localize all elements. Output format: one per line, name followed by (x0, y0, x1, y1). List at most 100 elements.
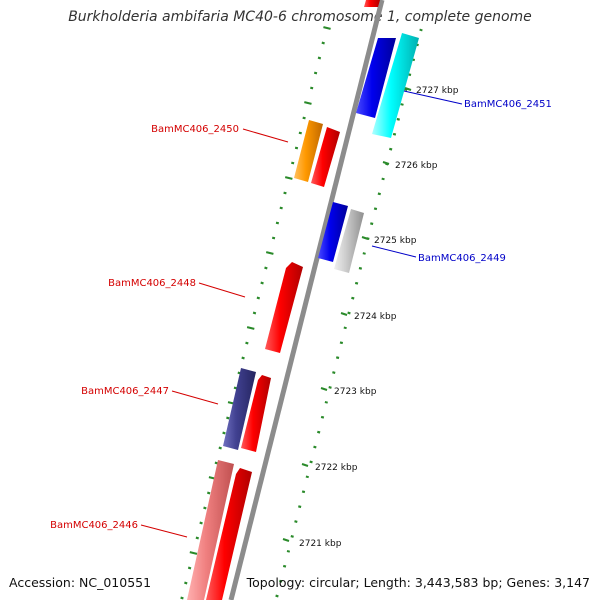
label-connectors (140, 90, 463, 538)
outer-tick (271, 236, 276, 240)
scale-label-2725: 2725 kbp (374, 236, 417, 246)
outer-tick (279, 206, 283, 210)
inner-tick (419, 28, 423, 32)
gene-top-partial (364, 0, 380, 7)
inner-tick (301, 490, 306, 494)
inner-tick (320, 415, 325, 419)
topology-text: Topology: circular; Length: 3,443,583 bp… (246, 575, 590, 590)
gene-bammc406-2449-grey (334, 209, 364, 273)
inner-tick (389, 147, 393, 151)
outer-tick (294, 146, 299, 150)
gene-bammc406-2450-red (311, 127, 340, 187)
scale-tick-2723 (320, 387, 328, 391)
gene-bammc406-2451-cyan (372, 33, 419, 138)
inner-tick (298, 505, 302, 509)
outer-tick (252, 311, 257, 315)
scale-tick-2721 (282, 538, 290, 542)
inner-tick (339, 341, 344, 345)
gene-label-2448: BamMC406_2448 (108, 278, 196, 289)
connector-2446 (140, 524, 188, 538)
connector-2450 (242, 128, 289, 143)
outer-tick (317, 56, 322, 60)
outer-tick (203, 506, 207, 510)
gene-bammc406-2449-blue (318, 202, 348, 262)
gene-bammc406-2447-red (241, 375, 271, 452)
scale-label-2726: 2726 kbp (395, 161, 438, 171)
outer-tick (245, 341, 249, 345)
scale-tick-2722 (301, 463, 309, 467)
inner-tick (286, 550, 291, 553)
inner-tick (396, 117, 400, 121)
outer-tick (298, 131, 302, 135)
scale-label-2727: 2727 kbp (416, 86, 459, 96)
outer-tick (291, 161, 295, 165)
inner-tick (351, 296, 355, 300)
inner-tick (362, 252, 366, 255)
inner-tick (332, 371, 336, 374)
inner-tick (377, 192, 381, 196)
scale-tick-2727 (404, 87, 412, 91)
map-title: Burkholderia ambifaria MC40-6 chromosome… (68, 9, 532, 25)
outer-tick (321, 41, 325, 45)
inner-tick (381, 177, 385, 181)
connector-2447 (171, 390, 219, 405)
genes (187, 0, 419, 600)
gene-bammc406-2446-red (206, 468, 252, 600)
inner-tick (275, 594, 279, 598)
outer-tick (265, 251, 274, 255)
inner-tick (309, 460, 313, 464)
inner-tick (317, 430, 321, 434)
inner-tick (392, 132, 397, 136)
scale-tick-2724 (340, 312, 348, 316)
scale-label-2721: 2721 kbp (299, 539, 342, 549)
gene-bammc406-2450-orange (294, 120, 323, 182)
inner-tick (324, 401, 328, 404)
outer-tick (184, 581, 188, 585)
outer-tick (241, 356, 245, 360)
inner-tick (370, 222, 374, 226)
outer-tick (260, 281, 264, 285)
inner-tick (279, 579, 283, 583)
outer-tick (180, 596, 184, 600)
scale-tick-2726 (382, 161, 390, 165)
accession-text: Accession: NC_010551 (9, 575, 152, 590)
inner-tick (343, 326, 347, 330)
inner-tick (347, 311, 351, 315)
inner-tick (400, 103, 404, 106)
inner-tick (404, 88, 408, 91)
outer-tick (226, 416, 230, 420)
gene-bammc406-2448 (265, 262, 303, 353)
inner-tick (328, 386, 332, 389)
gene-label-2449: BamMC406_2449 (418, 253, 506, 264)
gene-label-2450: BamMC406_2450 (151, 124, 239, 135)
outer-tick (313, 71, 318, 75)
inner-tick (373, 207, 378, 211)
inner-tick (294, 520, 298, 523)
gene-label-2451: BamMC406_2451 (464, 99, 552, 110)
outer-tick (310, 86, 314, 90)
outer-tick (199, 521, 203, 525)
tick-marks-outer (180, 26, 331, 600)
genome-backbone (228, 0, 385, 600)
outer-tick (222, 431, 226, 435)
connector-2448 (198, 282, 246, 298)
tick-marks-inner (275, 28, 423, 598)
scale-label-2724: 2724 kbp (354, 312, 397, 322)
outer-tick (302, 116, 306, 120)
gene-bammc406-2447-navy (223, 368, 256, 450)
outer-tick (284, 176, 293, 180)
gene-bammc406-2451-blue (356, 38, 396, 118)
connector-2451 (403, 90, 463, 105)
inner-tick (313, 445, 317, 449)
outer-tick (304, 101, 312, 105)
scale-label-2722: 2722 kbp (315, 463, 358, 473)
outer-tick (323, 26, 331, 30)
outer-tick (218, 446, 222, 450)
gene-label-2446: BamMC406_2446 (50, 520, 138, 531)
inner-tick (354, 281, 359, 285)
outer-tick (206, 491, 211, 495)
outer-tick (246, 326, 255, 330)
scale-tick-2725 (361, 236, 369, 240)
gene-bammc406-2446-pink (187, 460, 234, 600)
